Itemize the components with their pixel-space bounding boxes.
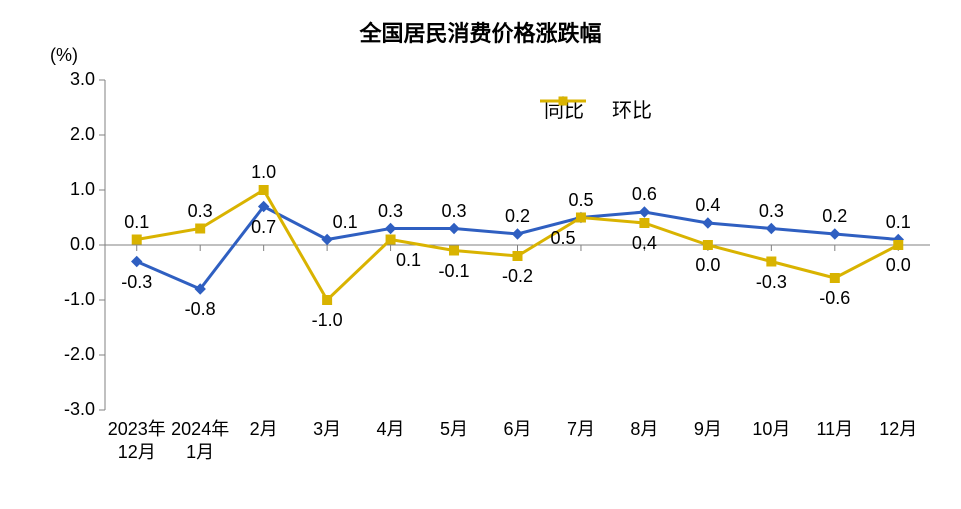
data-label: 1.0 xyxy=(251,162,276,183)
data-label: 0.1 xyxy=(886,212,911,233)
legend-label: 环比 xyxy=(612,94,652,123)
y-tick-label: -2.0 xyxy=(50,344,95,365)
legend-item: 环比 xyxy=(612,94,652,123)
data-label: -1.0 xyxy=(312,310,343,331)
cpi-line-chart: 全国居民消费价格涨跌幅 (%) 同比环比 -3.0-2.0-1.00.01.02… xyxy=(0,0,961,509)
data-label: 0.3 xyxy=(442,201,467,222)
data-label: 0.5 xyxy=(568,190,593,211)
data-label: 0.3 xyxy=(378,201,403,222)
data-label: 0.0 xyxy=(695,255,720,276)
y-tick-label: -3.0 xyxy=(50,399,95,420)
data-label: -0.8 xyxy=(185,299,216,320)
y-tick-label: -1.0 xyxy=(50,289,95,310)
data-label: 0.3 xyxy=(188,201,213,222)
x-tick-label: 12月 xyxy=(848,418,948,441)
data-label: -0.2 xyxy=(502,266,533,287)
data-label: 0.2 xyxy=(822,206,847,227)
data-label: 0.6 xyxy=(632,184,657,205)
data-label: 0.4 xyxy=(632,233,657,254)
data-label: 0.5 xyxy=(550,228,575,249)
data-label: 0.2 xyxy=(505,206,530,227)
chart-legend: 同比环比 xyxy=(540,94,656,123)
data-label: 0.1 xyxy=(396,250,421,271)
data-label: 0.7 xyxy=(251,217,276,238)
y-tick-label: 0.0 xyxy=(50,234,95,255)
data-label: -0.1 xyxy=(439,261,470,282)
y-tick-label: 3.0 xyxy=(50,69,95,90)
legend-swatch xyxy=(540,94,586,108)
data-label: 0.1 xyxy=(124,212,149,233)
data-label: 0.0 xyxy=(886,255,911,276)
data-label: -0.6 xyxy=(819,288,850,309)
data-label: 0.4 xyxy=(695,195,720,216)
y-tick-label: 2.0 xyxy=(50,124,95,145)
data-label: 0.1 xyxy=(333,212,358,233)
data-label: -0.3 xyxy=(756,272,787,293)
y-tick-label: 1.0 xyxy=(50,179,95,200)
data-label: 0.3 xyxy=(759,201,784,222)
data-label: -0.3 xyxy=(121,272,152,293)
